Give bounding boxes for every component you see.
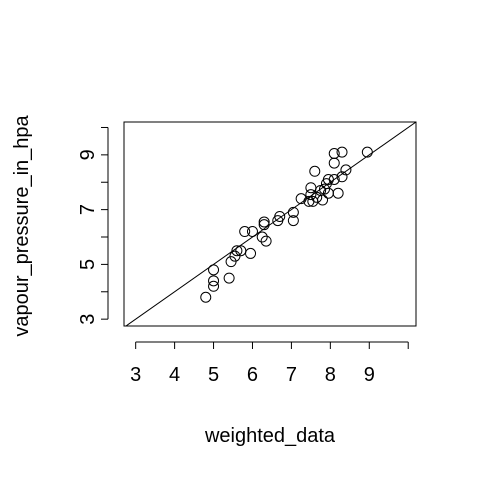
data-point xyxy=(287,206,299,218)
data-point xyxy=(332,187,344,199)
data-point xyxy=(258,219,270,231)
x-axis-title: weighted_data xyxy=(204,425,336,447)
data-point xyxy=(317,194,329,206)
data-point xyxy=(328,157,340,169)
data-point xyxy=(246,226,258,238)
y-axis-title: vapour_pressure_in_hpa xyxy=(11,114,33,336)
data-point xyxy=(260,235,272,247)
data-point xyxy=(223,272,235,284)
data-point xyxy=(305,182,317,194)
data-point xyxy=(245,247,257,259)
data-point xyxy=(256,231,268,243)
x-tick-label: 9 xyxy=(364,364,375,386)
data-point xyxy=(319,183,331,195)
y-tick-label: 3 xyxy=(77,314,99,325)
axes: 3 4 5 6 7 8 9 3 5 7 9 xyxy=(77,121,417,386)
x-tick-label: 8 xyxy=(325,364,336,386)
data-points xyxy=(200,146,373,303)
data-point xyxy=(309,165,321,177)
data-point xyxy=(336,146,348,158)
data-point xyxy=(328,147,340,159)
data-point xyxy=(361,146,373,158)
data-point xyxy=(274,210,286,222)
reference-line-group xyxy=(125,121,417,327)
data-point xyxy=(208,264,220,276)
data-point xyxy=(208,280,220,292)
x-tick-label: 6 xyxy=(247,364,258,386)
x-tick-label: 5 xyxy=(208,364,219,386)
x-tick-label: 3 xyxy=(130,364,141,386)
y-tick-label: 7 xyxy=(77,204,99,215)
data-point xyxy=(200,291,212,303)
data-point xyxy=(231,245,243,257)
x-tick-label: 7 xyxy=(286,364,297,386)
data-point xyxy=(208,275,220,287)
data-point xyxy=(229,250,241,262)
data-point xyxy=(322,174,334,186)
y-tick-label: 5 xyxy=(77,259,99,270)
data-point xyxy=(336,171,348,183)
data-point xyxy=(305,189,317,201)
data-point xyxy=(239,226,251,238)
data-point xyxy=(295,193,307,205)
data-point xyxy=(258,216,270,228)
plot-frame xyxy=(123,121,417,327)
data-point xyxy=(225,256,237,268)
data-point xyxy=(287,215,299,227)
identity-line xyxy=(125,121,417,327)
data-point xyxy=(328,174,340,186)
x-tick-label: 4 xyxy=(169,364,180,386)
data-point xyxy=(311,191,323,203)
y-tick-label: 9 xyxy=(77,149,99,160)
data-point xyxy=(340,164,352,176)
